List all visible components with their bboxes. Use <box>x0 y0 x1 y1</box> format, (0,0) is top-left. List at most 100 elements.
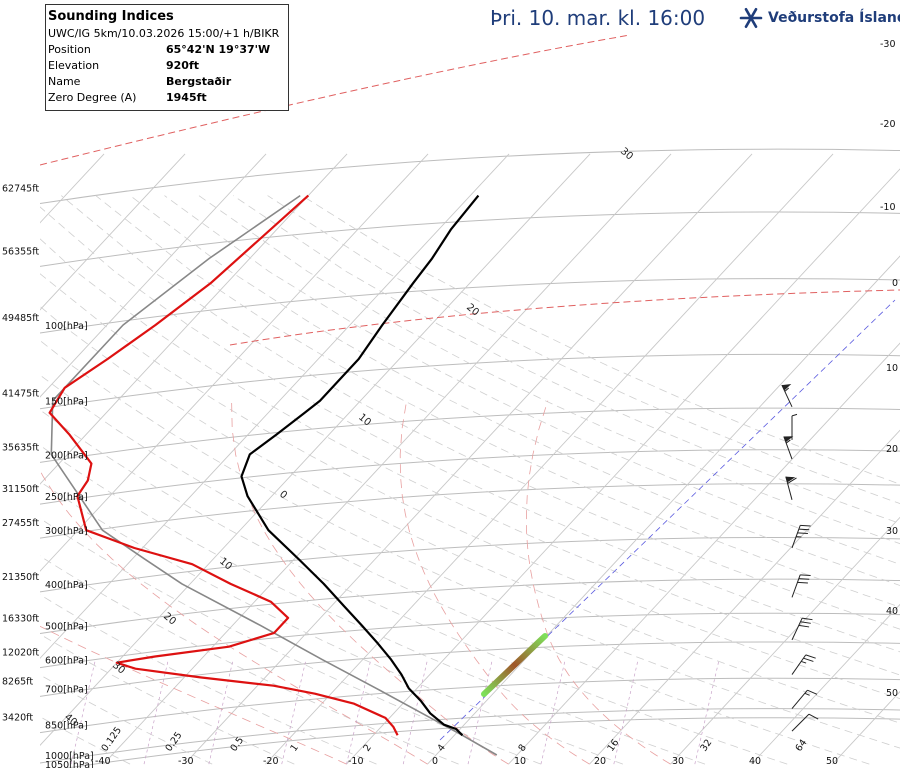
right-temp-tick: -20 <box>880 119 896 130</box>
wind-barb-feather <box>802 617 813 621</box>
isotherm-line <box>832 690 900 765</box>
bottom-temp-tick: 10 <box>514 756 526 767</box>
info-row-zero-degree: Zero Degree (A) 1945ft <box>48 90 288 106</box>
wind-barb <box>791 689 818 709</box>
isobar-line <box>40 612 900 669</box>
pressure-label: 500[hPa] <box>45 622 88 633</box>
pressure-label: 1050[hPa] <box>45 760 94 768</box>
dry-adiabat <box>40 633 295 765</box>
isobar-line <box>63 717 900 768</box>
wind-barb-flag <box>783 436 794 443</box>
info-row-elevation: Elevation 920ft <box>48 58 288 74</box>
info-model-line: UWC/IG 5km/10.03.2026 15:00/+1 h/BIKR <box>48 27 280 40</box>
isotherm-line <box>508 342 900 765</box>
mixing-ratio-line <box>540 659 566 765</box>
wind-barb-feather <box>798 578 810 580</box>
info-value: 65°42'N 19°37'W <box>166 43 271 56</box>
wind-barb-feather <box>800 621 811 624</box>
wind-barb-half-feather <box>796 536 802 538</box>
wind-barb-feather <box>800 524 811 527</box>
wind-barb <box>791 524 811 549</box>
isotherm-label: 20 <box>464 302 481 319</box>
wind-barb-half-feather <box>784 387 790 392</box>
isotherm-label: 10 <box>356 412 373 429</box>
snowflake-icon <box>739 8 763 28</box>
dry-adiabat <box>40 206 900 653</box>
mixing-ratio-line <box>402 659 428 765</box>
isotherm-line <box>346 168 900 765</box>
wind-barb-feather <box>797 581 808 584</box>
bottom-temp-tick: 50 <box>826 756 838 767</box>
wind-barb-feather <box>798 624 810 628</box>
isobar-line <box>40 353 900 410</box>
logo: Veðurstofa Íslands <box>738 6 900 30</box>
mixing-ratio-tick: 8 <box>516 742 528 753</box>
dry-adiabat <box>40 555 459 765</box>
wind-barb <box>791 413 798 440</box>
right-temp-tick: 20 <box>886 444 898 455</box>
wind-barb <box>791 654 816 675</box>
temperature-curve <box>240 194 480 737</box>
wind-barb-feather <box>800 574 811 576</box>
isotherm-label: 30 <box>618 146 635 163</box>
pressure-label: 600[hPa] <box>45 656 88 667</box>
mixing-ratio-tick: 0.125 <box>99 725 124 754</box>
wind-barb-half-feather <box>801 660 807 664</box>
height-label: 62745ft <box>2 184 39 195</box>
isotherm-line <box>40 153 348 485</box>
isotherm-line <box>40 153 267 398</box>
mixing-ratio-tick: 0.25 <box>163 730 184 754</box>
height-label: 8265ft <box>2 676 33 687</box>
isobar-line <box>40 148 900 205</box>
info-value: 1945ft <box>166 91 207 104</box>
isotherm-line <box>40 153 429 572</box>
bottom-temp-tick: -20 <box>263 756 279 767</box>
wind-barb <box>783 436 794 460</box>
isotherm-line <box>184 153 753 765</box>
isotherm-line <box>40 153 186 311</box>
isobar-line <box>40 677 900 734</box>
info-row-name: Name Bergstaðir <box>48 74 288 90</box>
wind-barb-staff <box>781 384 793 408</box>
moist-adiabat <box>525 400 671 765</box>
isotherm-label: 20 <box>161 611 178 628</box>
bottom-temp-tick: 30 <box>672 756 684 767</box>
height-label: 12020ft <box>2 648 39 659</box>
right-temp-tick: -30 <box>880 39 896 50</box>
dry-adiabat <box>40 340 900 749</box>
isotherm-label: 10 <box>217 556 234 573</box>
mixing-ratio-tick: 1 <box>288 742 300 753</box>
dry-adiabat <box>40 594 377 765</box>
wind-barb-flag <box>781 384 792 391</box>
wind-barb <box>791 617 813 641</box>
pressure-label: 400[hPa] <box>45 580 88 591</box>
isotherm-line <box>589 429 900 765</box>
wind-barb <box>785 476 797 500</box>
dry-adiabat <box>40 305 900 724</box>
pressure-label: 200[hPa] <box>45 450 88 461</box>
wind-barb-feather <box>808 713 819 720</box>
bottom-temp-tick: -10 <box>348 756 364 767</box>
pressure-label: 700[hPa] <box>45 684 88 695</box>
isotherm-line <box>103 153 672 765</box>
dry-adiabat <box>129 195 900 586</box>
wind-barb <box>781 384 793 408</box>
wind-barb-half-feather <box>804 692 810 696</box>
dry-adiabat <box>40 444 706 765</box>
pressure-label: 100[hPa] <box>45 321 88 332</box>
height-label: 35635ft <box>2 442 39 453</box>
pressure-label: 150[hPa] <box>45 397 88 408</box>
isotherm-label: 0 <box>277 489 289 502</box>
wind-barb-staff <box>791 574 801 598</box>
isobar-line <box>40 537 900 593</box>
right-temp-tick: -10 <box>880 202 896 213</box>
height-label: 27455ft <box>2 518 39 529</box>
bottom-temp-tick: -40 <box>95 756 111 767</box>
right-temp-tick: 0 <box>892 278 898 289</box>
wind-barb-feather <box>798 528 810 531</box>
mixing-ratio-tick: 4 <box>435 742 447 753</box>
right-temp-tick: 40 <box>886 606 898 617</box>
right-temp-tick: 10 <box>886 363 898 374</box>
height-label: 16330ft <box>2 614 39 625</box>
bottom-temp-tick: 40 <box>749 756 761 767</box>
